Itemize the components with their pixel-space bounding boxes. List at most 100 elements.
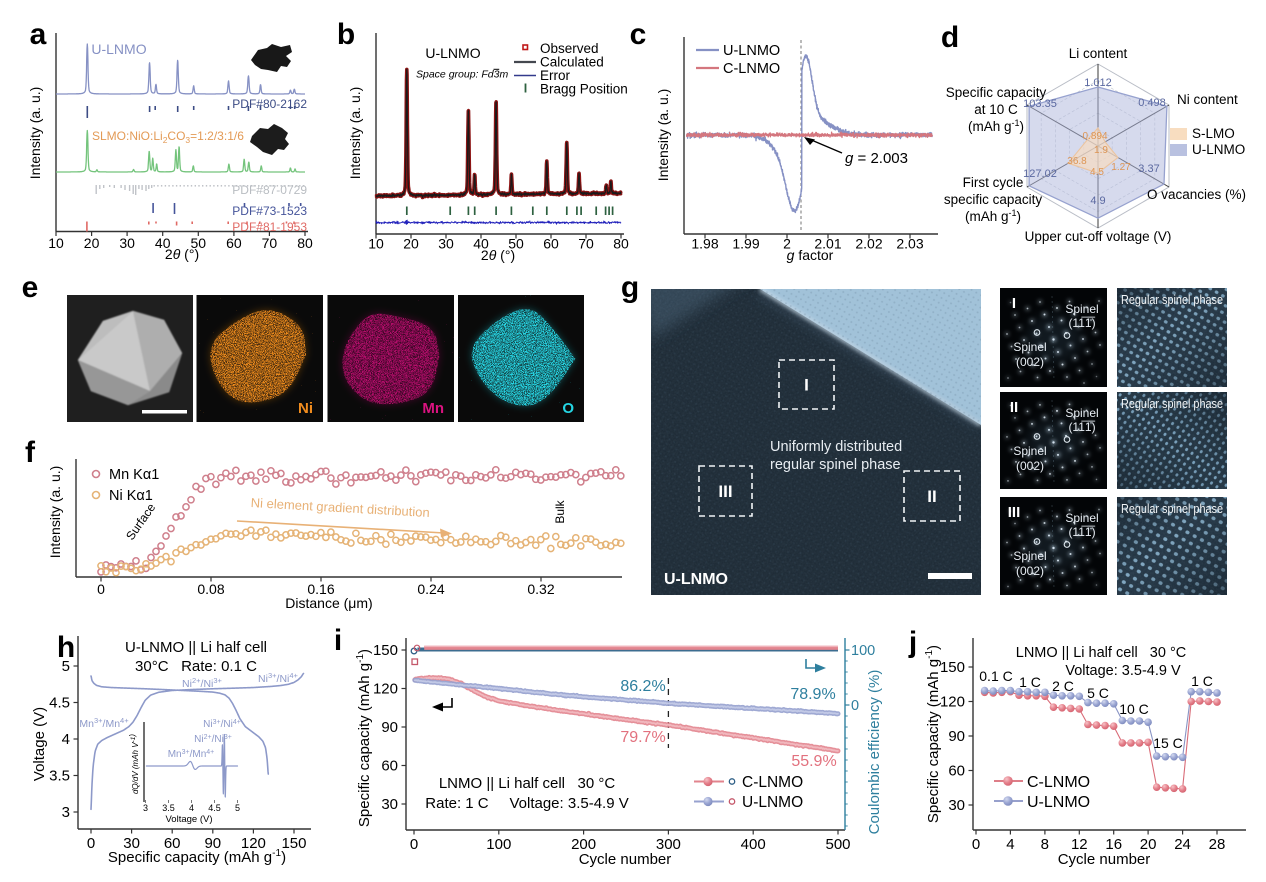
svg-text:36.8: 36.8 [1067,156,1087,167]
svg-text:dQ/dV (mAh V-1): dQ/dV (mAh V-1) [128,734,140,794]
svg-text:1.99: 1.99 [732,236,759,252]
svg-text:O: O [562,400,574,417]
svg-text:200: 200 [571,836,596,853]
svg-text:120: 120 [373,680,398,697]
svg-text:3.5: 3.5 [49,768,70,785]
svg-text:80: 80 [613,236,629,252]
svg-text:Spinel: Spinel [1065,511,1098,525]
svg-text:(11̅1̅): (11̅1̅) [1068,420,1095,434]
svg-text:Distance (μm): Distance (μm) [285,595,372,611]
svg-text:300: 300 [656,836,681,853]
svg-text:150: 150 [281,835,306,852]
svg-text:Ni2+/Ni3+: Ni2+/Ni3+ [194,734,232,745]
svg-text:g: g [621,271,639,304]
svg-text:28: 28 [1209,836,1226,853]
svg-text:(002): (002) [1016,564,1044,578]
svg-text:0.894: 0.894 [1082,131,1107,142]
svg-text:c: c [630,18,647,51]
svg-text:8: 8 [1041,836,1049,853]
svg-text:f: f [25,436,36,469]
svg-text:2θ (°): 2θ (°) [165,246,199,262]
svg-text:20: 20 [84,235,100,251]
svg-text:Coulombic efficiency (%): Coulombic efficiency (%) [866,670,883,835]
svg-text:U-LNMO: U-LNMO [91,41,146,57]
svg-text:II: II [1010,399,1018,416]
svg-text:24: 24 [1174,836,1191,853]
svg-text:100: 100 [486,836,511,853]
svg-text:b: b [337,18,355,51]
svg-text:Calculated: Calculated [540,55,604,70]
svg-text:1.27: 1.27 [1111,162,1131,173]
svg-text:(mAh g-1): (mAh g-1) [968,118,1024,134]
svg-text:0: 0 [410,836,418,853]
svg-text:90: 90 [381,719,398,736]
svg-text:Cycle number: Cycle number [1058,851,1151,868]
svg-text:50: 50 [508,236,524,252]
svg-text:3.5: 3.5 [162,803,175,813]
svg-text:40: 40 [473,236,489,252]
svg-text:Specific capacity: Specific capacity [946,85,1047,100]
svg-text:Spinel: Spinel [1065,302,1098,316]
svg-text:0.24: 0.24 [417,581,444,597]
svg-text:5: 5 [235,803,240,813]
svg-text:SLMO:NiO:Li2CO3=1:2/3:1/6: SLMO:NiO:Li2CO3=1:2/3:1/6 [92,129,244,145]
svg-text:60: 60 [381,757,398,774]
svg-text:0: 0 [851,698,859,714]
svg-text:3.37: 3.37 [1138,163,1159,175]
svg-text:30: 30 [948,797,965,814]
svg-text:(002): (002) [1016,459,1044,473]
svg-text:20: 20 [1140,836,1157,853]
svg-text:60: 60 [543,236,559,252]
svg-text:2θ (°): 2θ (°) [481,247,515,263]
svg-text:15 C: 15 C [1153,735,1183,751]
svg-text:78.9%: 78.9% [790,686,835,703]
svg-text:Spinel: Spinel [1013,549,1046,563]
svg-text:I: I [1012,295,1016,312]
svg-text:4: 4 [1006,836,1014,853]
svg-text:a: a [30,18,47,51]
svg-text:Specific capacity (mAh g-1): Specific capacity (mAh g-1) [355,649,373,827]
svg-text:Mn: Mn [422,400,444,417]
svg-text:2.02: 2.02 [855,236,882,252]
svg-text:10: 10 [48,235,64,251]
svg-text:10: 10 [368,236,384,252]
svg-text:U-LNMO: U-LNMO [664,571,728,588]
svg-text:Li content: Li content [1069,46,1128,61]
svg-text:Uniformly distributed: Uniformly distributed [770,439,902,455]
svg-text:4.5: 4.5 [1090,167,1104,178]
svg-text:5 C: 5 C [1087,685,1109,701]
svg-text:Rate: 1 C Voltage: 3.5-4.9: Rate: 1 C Voltage: 3.5-4.9 V [425,795,628,812]
svg-text:PDF#80-2162: PDF#80-2162 [232,97,307,111]
svg-text:120: 120 [940,694,965,711]
svg-text:30: 30 [123,835,140,852]
svg-text:PDF#87-0729: PDF#87-0729 [232,183,307,197]
svg-text:Intensity (a. u.): Intensity (a. u.) [347,87,363,180]
svg-text:30: 30 [438,236,454,252]
svg-text:Space group: Fd3m: Space group: Fd3m [416,69,508,81]
svg-text:Mn3+/Mn4+: Mn3+/Mn4+ [79,716,129,730]
svg-text:2.03: 2.03 [896,236,923,252]
svg-text:Ni content: Ni content [1177,92,1238,107]
svg-text:150: 150 [940,659,965,676]
svg-text:Bulk: Bulk [553,499,567,523]
svg-text:i: i [334,624,342,657]
svg-text:1.9: 1.9 [1094,145,1108,156]
svg-text:Mn3+/Mn4+: Mn3+/Mn4+ [168,749,215,760]
svg-text:g = 2.003: g = 2.003 [845,150,908,167]
svg-text:Regular spinel phase: Regular spinel phase [1121,396,1223,411]
svg-text:Voltage: 3.5-4.9 V: Voltage: 3.5-4.9 V [1065,663,1181,679]
svg-text:C-LNMO: C-LNMO [723,61,780,77]
svg-text:Upper cut-off voltage (V): Upper cut-off voltage (V) [1025,229,1172,244]
svg-text:30: 30 [381,796,398,813]
svg-text:86.2%: 86.2% [620,678,665,695]
svg-text:150: 150 [373,642,398,659]
svg-text:Intensity (a. u.): Intensity (a. u.) [27,87,43,180]
svg-text:500: 500 [825,836,850,853]
svg-text:Cycle number: Cycle number [579,851,672,868]
svg-text:400: 400 [741,836,766,853]
svg-text:C-LNMO: C-LNMO [1027,774,1090,791]
svg-text:4: 4 [62,731,70,748]
svg-text:90: 90 [204,835,221,852]
svg-text:O vacancies (%): O vacancies (%) [1147,187,1246,202]
svg-text:50: 50 [190,235,206,251]
